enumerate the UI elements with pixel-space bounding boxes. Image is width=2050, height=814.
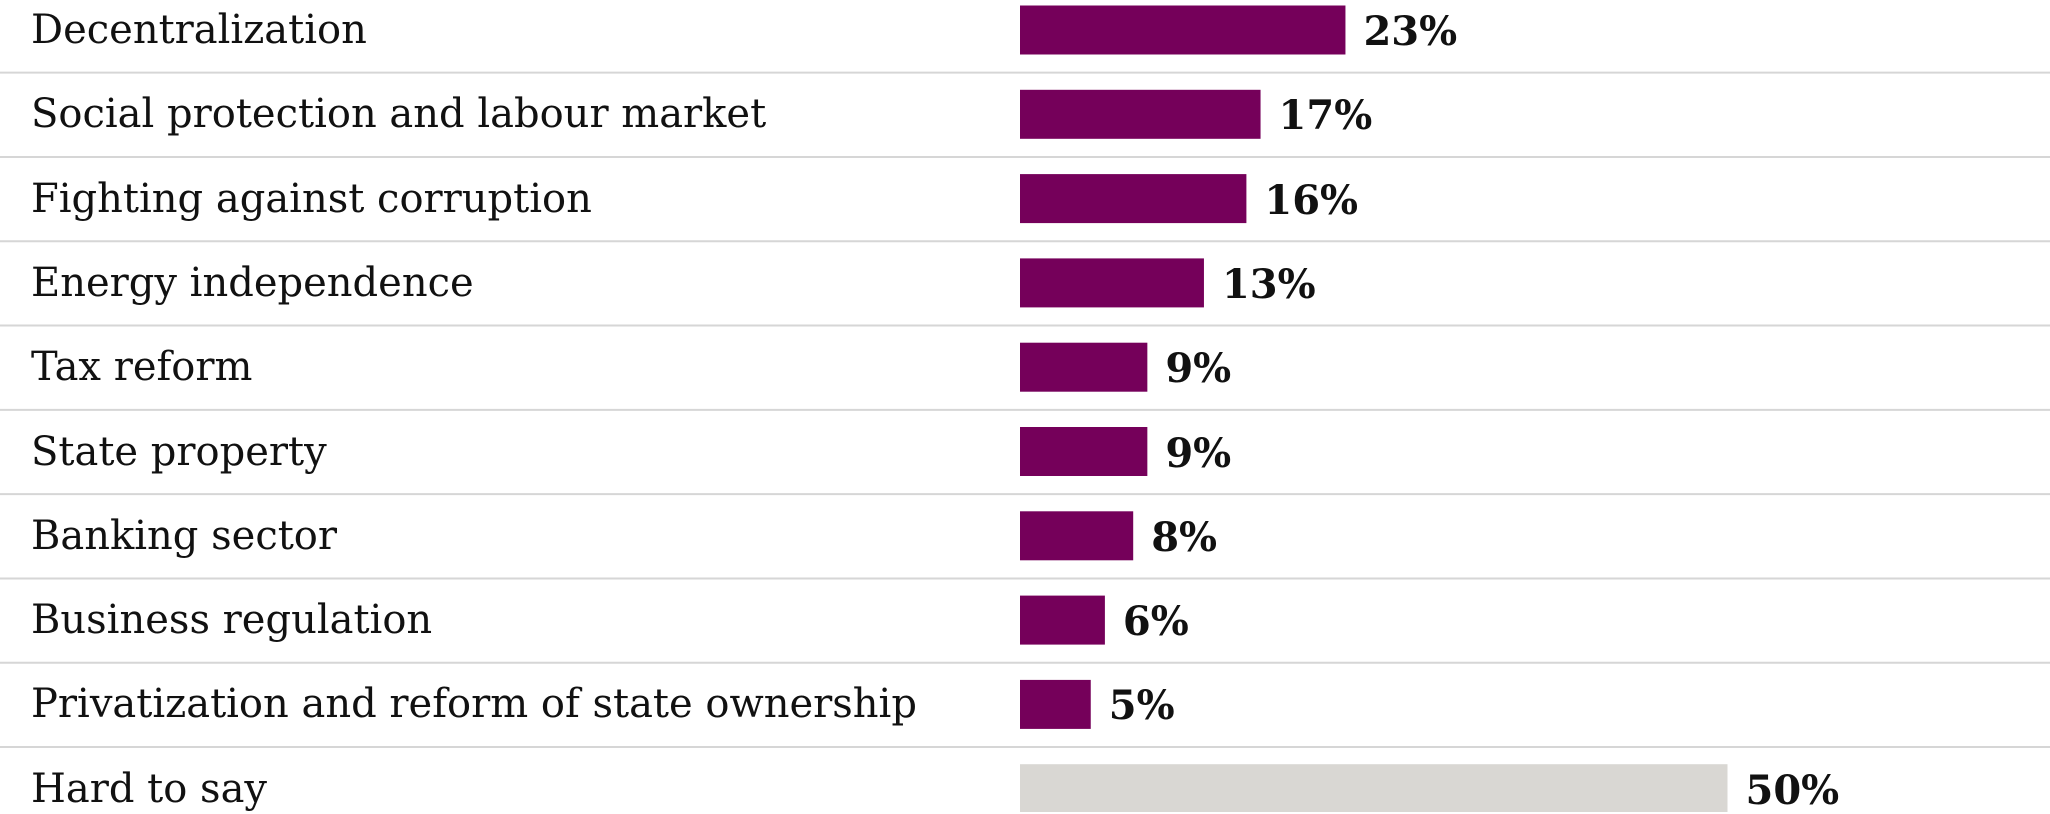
category-label: State property [31, 428, 327, 475]
value-label: 9% [1165, 429, 1232, 477]
bar [1020, 174, 1247, 224]
bar [1020, 511, 1134, 561]
category-label: Privatization and reform of state owners… [31, 681, 917, 728]
bar [1020, 342, 1148, 392]
category-label: Business regulation [31, 597, 433, 644]
value-label: 16% [1264, 176, 1359, 224]
bar [1020, 258, 1204, 308]
bar [1020, 764, 1728, 812]
bar [1020, 5, 1346, 55]
category-label: Tax reform [31, 344, 253, 391]
value-label: 6% [1122, 598, 1189, 646]
bar [1020, 595, 1105, 645]
bar [1020, 89, 1261, 139]
category-label: Hard to say [31, 765, 268, 812]
value-label: 5% [1108, 682, 1175, 730]
category-label: Fighting against corruption [31, 175, 592, 222]
value-label: 17% [1278, 92, 1373, 140]
value-label: 50% [1745, 766, 1840, 814]
category-label: Energy independence [31, 259, 474, 306]
value-label: 13% [1221, 260, 1316, 308]
value-label: 23% [1363, 8, 1458, 55]
category-label: Banking sector [31, 512, 337, 559]
value-label: 8% [1151, 513, 1218, 561]
bar [1020, 427, 1148, 476]
category-label: Social protection and labour market [31, 91, 767, 138]
bar [1020, 679, 1091, 729]
value-label: 9% [1165, 345, 1232, 393]
category-label: Decentralization [31, 7, 367, 53]
